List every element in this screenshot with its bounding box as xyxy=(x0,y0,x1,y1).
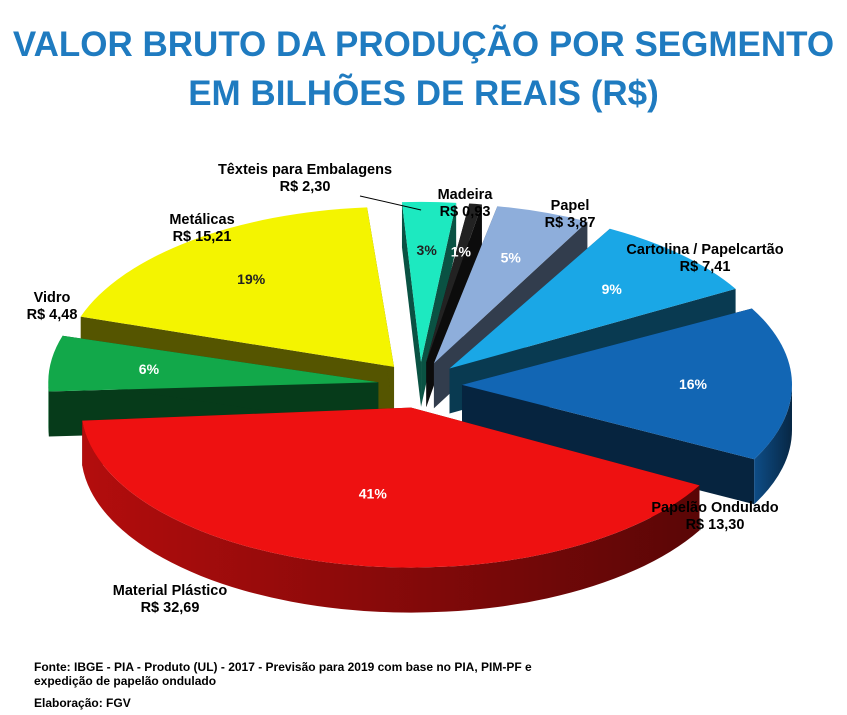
slice-name: Cartolina / Papelcartão xyxy=(626,242,784,258)
slice-label-wood: Madeira R$ 0,93 xyxy=(425,187,505,221)
textile-leader-line xyxy=(359,195,422,211)
chart-title-line-1: VALOR BRUTO DA PRODUÇÃO POR SEGMENTO xyxy=(12,25,835,64)
slice-value: R$ 0,93 xyxy=(439,204,491,220)
slice-label-glass: Vidro R$ 4,48 xyxy=(12,290,92,324)
slice-percent-label: 9% xyxy=(602,281,623,297)
slice-percent-label: 16% xyxy=(679,376,708,392)
slice-top-face xyxy=(449,228,736,369)
slice-outer-wall xyxy=(82,420,700,613)
pie-slice: 16% xyxy=(461,308,792,505)
slice-top-face xyxy=(426,203,482,363)
slice-percent-label: 6% xyxy=(139,361,160,377)
slice-value: R$ 2,30 xyxy=(279,179,331,195)
slice-percent-label: 5% xyxy=(501,250,522,266)
slice-top-face xyxy=(80,207,395,367)
slice-value: R$ 7,41 xyxy=(679,259,731,275)
slice-top-face xyxy=(401,201,457,362)
slice-label-metal: Metálicas R$ 15,21 xyxy=(152,212,252,246)
slice-top-face xyxy=(433,206,588,364)
slice-value: R$ 15,21 xyxy=(172,229,232,245)
slice-name: Têxteis para Embalagens xyxy=(217,162,393,178)
pie-slice: 41% xyxy=(82,407,700,613)
slice-top-face xyxy=(461,308,792,460)
slice-name: Vidro xyxy=(33,290,71,306)
slice-name: Madeira xyxy=(437,187,493,203)
slice-value: R$ 13,30 xyxy=(685,517,745,533)
slice-percent-label: 1% xyxy=(451,243,472,259)
slice-top-face xyxy=(82,407,700,568)
slice-value: R$ 4,48 xyxy=(26,307,78,323)
slice-name: Metálicas xyxy=(169,212,235,228)
slice-top-face xyxy=(48,335,379,392)
source-note-line-1: Fonte: IBGE - PIA - Produto (UL) - 2017 … xyxy=(34,660,532,674)
slice-outer-wall xyxy=(754,384,792,505)
slice-label-paper: Papel R$ 3,87 xyxy=(530,198,610,232)
slice-radial-wall xyxy=(401,202,422,407)
slice-percent-label: 3% xyxy=(417,242,438,258)
slice-label-corrugated: Papelão Ondulado R$ 13,30 xyxy=(640,500,790,534)
chart-title-line-2: EM BILHÕES DE REAIS (R$) xyxy=(188,74,659,113)
slice-outer-wall xyxy=(48,382,49,437)
slice-name: Papel xyxy=(550,198,590,214)
slice-value: R$ 3,87 xyxy=(544,215,596,231)
slice-name: Papelão Ondulado xyxy=(651,500,779,516)
slice-percent-label: 19% xyxy=(237,271,266,287)
slice-label-plastic: Material Plástico R$ 32,69 xyxy=(95,583,245,617)
slice-label-cardboard: Cartolina / Papelcartão R$ 7,41 xyxy=(605,242,805,276)
slice-percent-label: 41% xyxy=(359,486,388,502)
slice-value: R$ 32,69 xyxy=(140,600,200,616)
source-note-line-2: expedição de papelão ondulado xyxy=(34,674,217,688)
slice-radial-wall xyxy=(461,384,755,505)
slice-label-textile: Têxteis para Embalagens R$ 2,30 xyxy=(205,162,405,196)
credit-note: Elaboração: FGV xyxy=(34,696,131,710)
slice-name: Material Plástico xyxy=(112,583,228,599)
